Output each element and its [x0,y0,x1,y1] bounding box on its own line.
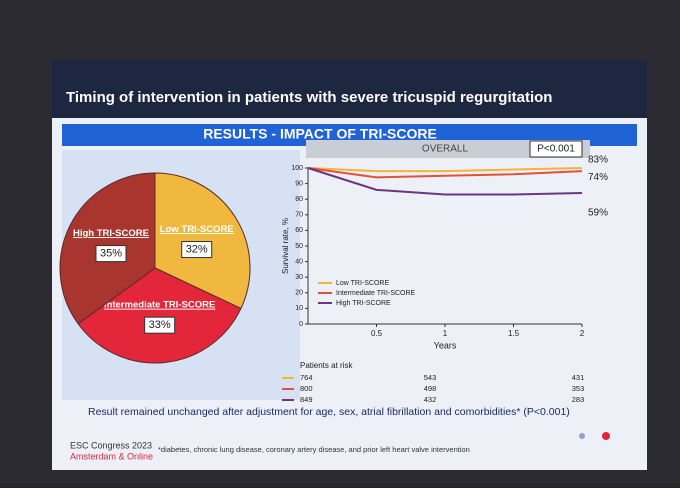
value-box [144,316,176,334]
legend-label: Intermediate TRI-SCORE [336,290,416,297]
overall-bar [306,140,590,158]
x-tick-label: 1 [443,329,448,338]
y-tick-label: 100 [291,165,303,172]
y-tick-label: 20 [295,290,303,297]
location: Amsterdam & Online [70,451,153,461]
risk-count: 764 [300,373,313,382]
risk-count: 800 [300,384,313,393]
banner-text: RESULTS - IMPACT OF TRI-SCORE [203,126,437,142]
congress: ESC Congress 2023 [70,440,152,450]
y-tick-label: 0 [299,321,303,328]
title-bar [52,60,647,118]
footnote-detail: *diabetes, chronic lung disease, coronar… [158,445,470,454]
risk-count: 498 [424,384,437,393]
risk-count: 432 [424,395,437,404]
p-value: P<0.001 [537,144,575,155]
value-label: 33% [149,319,171,331]
chart-title: OVERALL [422,144,469,155]
value-label: 32% [186,243,208,255]
x-axis-label: Years [434,340,457,350]
survival-line [307,167,583,196]
legend-label: High TRI-SCORE [336,300,391,307]
x-tick-label: 2 [580,329,585,338]
risk-count: 431 [572,373,585,382]
end-label: 59% [588,208,608,219]
y-tick-label: 90 [295,180,303,187]
y-tick-label: 70 [295,212,303,219]
x-tick-label: 1.5 [508,329,520,338]
value-box [95,245,127,263]
value-label: 35% [100,247,122,259]
dot [602,432,610,440]
y-tick-label: 50 [295,243,303,250]
footnote: Result remained unchanged after adjustme… [88,406,570,418]
risk-count: 543 [424,373,437,382]
risk-title: Patients at risk [300,361,353,370]
slide-title: Timing of intervention in patients with … [66,89,552,106]
risk-count: 353 [572,384,585,393]
y-axis-label: Survival rate, % [281,218,290,274]
x-tick-label: 0.5 [371,329,383,338]
y-tick-label: 80 [295,196,303,203]
end-label: 83% [588,155,608,166]
slice-label: High TRI-SCORE [73,228,149,239]
survival-line [307,167,583,179]
end-label: 74% [588,172,608,183]
y-tick-label: 60 [295,227,303,234]
dot [579,433,585,439]
p-box [529,140,583,158]
slice-label: Intermediate TRI-SCORE [104,300,215,311]
y-tick-label: 40 [295,258,303,265]
y-tick-label: 30 [295,274,303,281]
legend-label: Low TRI-SCORE [336,280,389,287]
pie-slice [77,267,242,364]
survival-line [307,167,583,173]
pie-slice [154,172,251,310]
slice-label: Low TRI-SCORE [160,224,234,235]
risk-count: 283 [572,395,585,404]
y-tick-label: 10 [295,305,303,312]
value-box [181,241,213,259]
risk-count: 849 [300,395,313,404]
